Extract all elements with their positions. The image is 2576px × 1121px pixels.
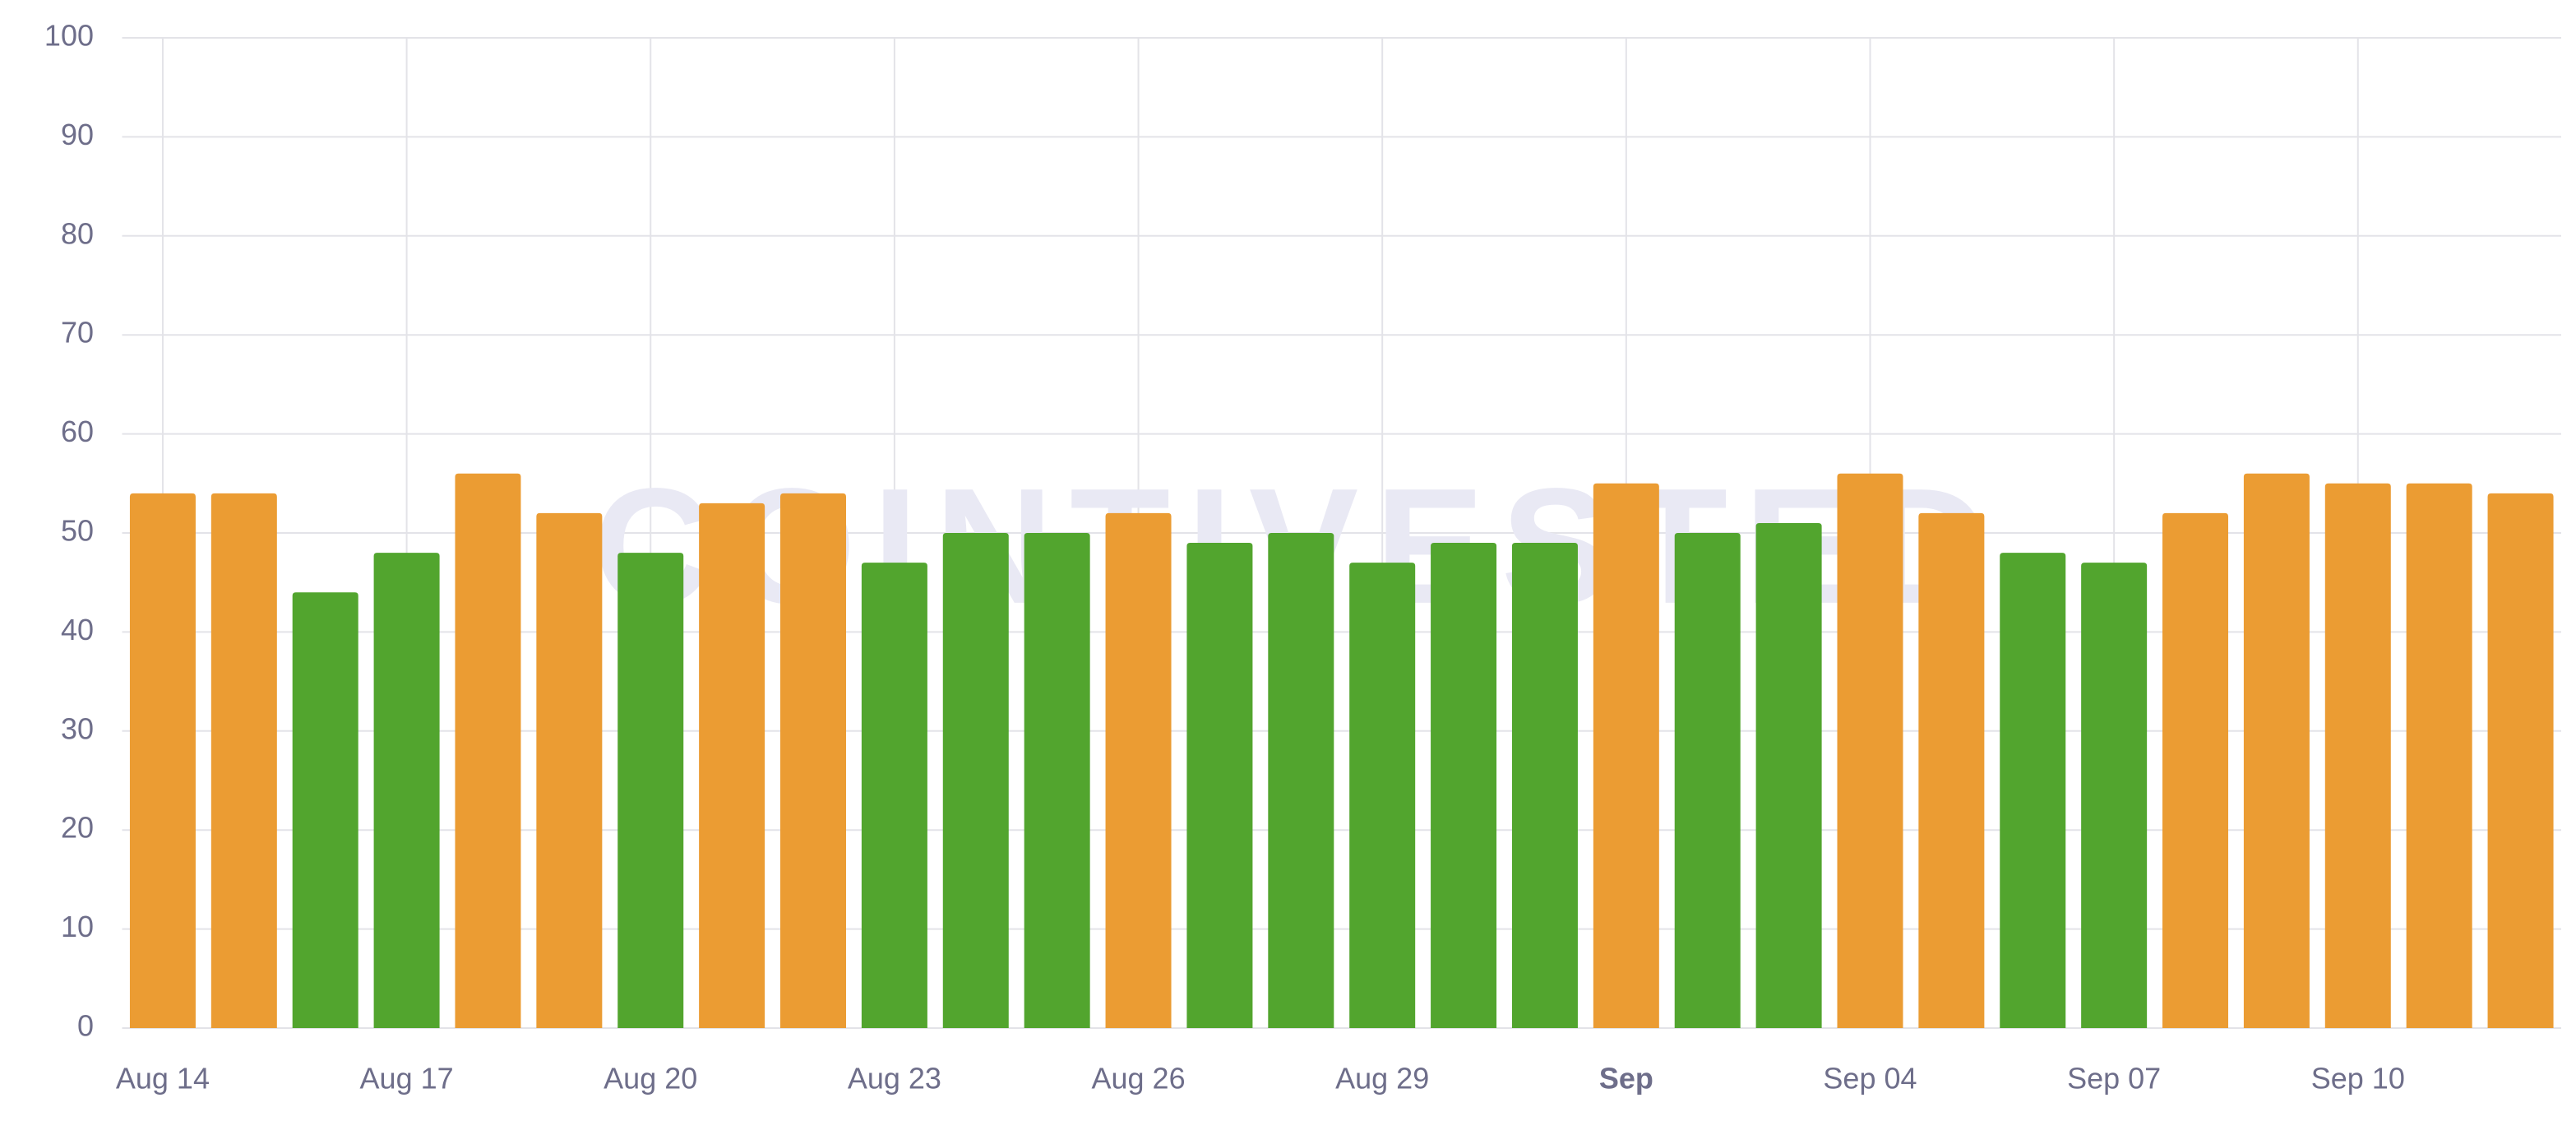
bar [1431, 543, 1497, 1028]
bar [2081, 563, 2148, 1028]
bar [1918, 512, 1985, 1028]
y-tick-label: 0 [77, 1009, 94, 1043]
y-tick-label: 50 [61, 514, 94, 548]
x-tick-label: Sep 07 [2067, 1062, 2161, 1096]
x-tick-label: Aug 14 [116, 1062, 210, 1096]
bar [780, 493, 847, 1028]
bar [1349, 563, 1416, 1028]
bar [1674, 533, 1741, 1028]
y-tick-label: 60 [61, 415, 94, 448]
bar [373, 553, 440, 1028]
y-tick-label: 20 [61, 811, 94, 845]
bar [2243, 473, 2310, 1028]
bar [2324, 483, 2391, 1028]
x-tick-label: Aug 20 [604, 1062, 697, 1096]
y-tick-label: 10 [61, 910, 94, 943]
bar [1186, 543, 1253, 1028]
bar [2162, 512, 2229, 1028]
y-tick-label: 100 [44, 19, 94, 53]
bar [2487, 493, 2554, 1028]
x-tick-label: Aug 23 [848, 1062, 941, 1096]
bar [1593, 483, 1659, 1028]
bar [455, 473, 521, 1028]
bar [2000, 553, 2066, 1028]
bar [942, 533, 1009, 1028]
y-tick-label: 70 [61, 316, 94, 350]
bar [2406, 483, 2472, 1028]
x-tick-label: Sep 04 [1823, 1062, 1917, 1096]
bars [129, 473, 2554, 1028]
bar [1511, 543, 1578, 1028]
bar [1105, 512, 1172, 1028]
bar [861, 563, 927, 1028]
x-tick-label: Sep 10 [2311, 1062, 2405, 1096]
x-tick-label: Aug 29 [1335, 1062, 1429, 1096]
bar [292, 592, 358, 1028]
bar [210, 493, 277, 1028]
bar [1837, 473, 1903, 1028]
y-tick-label: 80 [61, 216, 94, 250]
bar [1755, 522, 1822, 1028]
bar [617, 553, 684, 1028]
y-tick-label: 30 [61, 711, 94, 745]
x-tick-label: Aug 17 [360, 1062, 454, 1096]
y-tick-label: 90 [61, 118, 94, 151]
bar [1024, 533, 1090, 1028]
bar [536, 512, 603, 1028]
bar [699, 503, 765, 1028]
x-tick-label: Aug 26 [1091, 1062, 1185, 1096]
x-tick-label: Sep [1599, 1062, 1653, 1096]
bar [1268, 533, 1334, 1028]
bar [129, 493, 196, 1028]
y-tick-label: 40 [61, 613, 94, 646]
